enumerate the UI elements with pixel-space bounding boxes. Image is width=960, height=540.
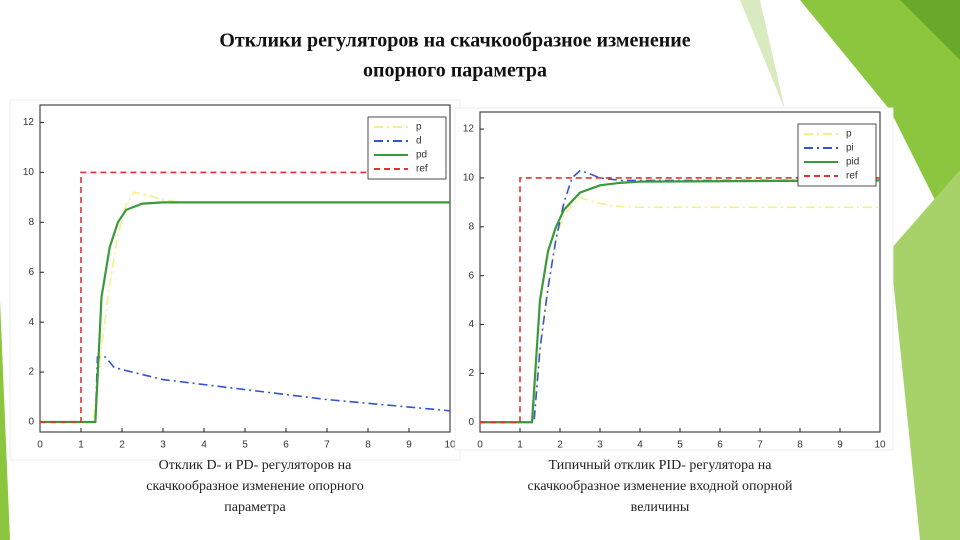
chart-caption: величины	[631, 500, 690, 515]
legend-label: ref	[416, 164, 428, 175]
x-tick-label: 6	[717, 440, 723, 451]
decor	[740, 0, 785, 110]
legend-label: ref	[846, 171, 858, 182]
x-tick-label: 1	[78, 440, 84, 451]
x-tick-label: 0	[477, 440, 483, 451]
decor	[900, 0, 960, 60]
x-tick-label: 5	[242, 440, 248, 451]
y-tick-label: 4	[468, 319, 474, 330]
y-tick-label: 10	[23, 167, 35, 178]
legend-label: pid	[846, 157, 859, 168]
decor	[0, 300, 10, 540]
y-tick-label: 8	[468, 221, 474, 232]
legend-label: pd	[416, 150, 427, 161]
y-tick-label: 4	[28, 317, 34, 328]
y-tick-label: 0	[468, 417, 474, 428]
x-tick-label: 9	[406, 440, 412, 451]
x-tick-label: 9	[837, 440, 843, 451]
x-tick-label: 7	[757, 440, 763, 451]
y-tick-label: 10	[463, 173, 475, 184]
y-tick-label: 0	[28, 417, 34, 428]
legend-label: p	[416, 122, 422, 133]
line-series	[40, 201, 450, 424]
chart-caption: Типичный отклик PID- регулятора на	[549, 458, 773, 473]
legend-label: pi	[846, 143, 854, 154]
line-series	[480, 177, 880, 424]
x-tick-label: 2	[557, 440, 563, 451]
x-tick-label: 3	[597, 440, 603, 451]
y-tick-label: 2	[468, 368, 474, 379]
y-tick-label: 2	[28, 367, 34, 378]
y-tick-label: 6	[28, 267, 34, 278]
decor	[890, 170, 960, 540]
x-tick-label: 0	[37, 440, 43, 451]
x-tick-label: 10	[874, 440, 886, 451]
x-tick-label: 4	[637, 440, 643, 451]
x-tick-label: 2	[119, 440, 125, 451]
line-series	[40, 171, 450, 423]
y-tick-label: 12	[23, 117, 35, 128]
decor	[800, 0, 960, 250]
chart-caption: Отклик D- и PD- регуляторов на	[159, 458, 352, 473]
y-tick-label: 12	[463, 124, 475, 135]
x-tick-label: 7	[324, 440, 330, 451]
x-tick-label: 8	[365, 440, 371, 451]
chart-caption: скачкообразное изменение опорного	[146, 479, 364, 494]
slide-title: Отклики регуляторов на скачкообразное из…	[219, 30, 690, 52]
y-tick-label: 8	[28, 217, 34, 228]
slide-title: опорного параметра	[363, 60, 547, 82]
legend-label: d	[416, 136, 422, 147]
chart-caption: скачкообразное изменение входной опорной	[528, 479, 793, 494]
x-tick-label: 8	[797, 440, 803, 451]
x-tick-label: 1	[517, 440, 523, 451]
x-tick-label: 10	[444, 440, 456, 451]
line-series	[480, 179, 881, 424]
x-tick-label: 3	[160, 440, 166, 451]
x-tick-label: 4	[201, 440, 207, 451]
legend-label: p	[846, 129, 852, 140]
x-tick-label: 5	[677, 440, 683, 451]
y-tick-label: 6	[468, 270, 474, 281]
x-tick-label: 6	[283, 440, 289, 451]
line-series	[480, 169, 880, 424]
chart-caption: параметра	[224, 500, 286, 515]
